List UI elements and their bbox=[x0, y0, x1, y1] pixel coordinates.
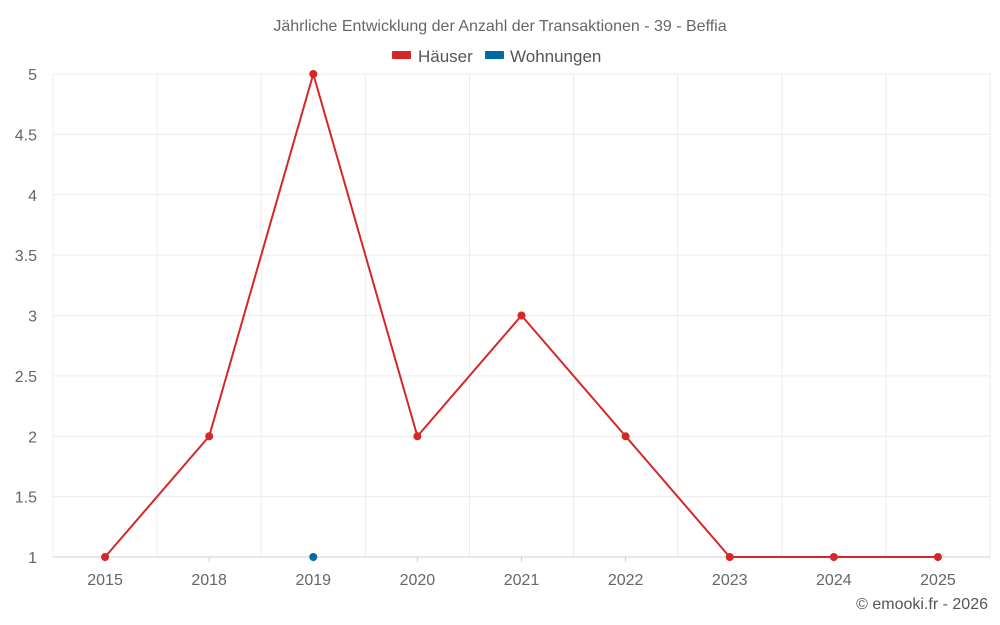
x-tick-label: 2019 bbox=[295, 572, 331, 589]
y-tick-label: 2.5 bbox=[15, 369, 37, 386]
data-point-apartments[interactable] bbox=[309, 553, 318, 561]
data-point-houses[interactable] bbox=[101, 553, 110, 561]
x-tick-label: 2022 bbox=[608, 572, 644, 589]
credit-text: © emooki.fr - 2026 bbox=[856, 596, 988, 613]
data-point-houses[interactable] bbox=[621, 432, 630, 441]
axes: 1 1.5 2 2.5 3 3.5 4 4.5 5 2015 2018 2019 2020 2021 202… bbox=[15, 67, 990, 589]
legend-label-houses: Häuser bbox=[418, 47, 473, 66]
data-point-houses[interactable] bbox=[309, 70, 318, 78]
chart-title: Jährliche Entwicklung der Anzahl der Tra… bbox=[273, 18, 726, 35]
x-tick-label: 2018 bbox=[191, 572, 227, 589]
y-tick-label: 5 bbox=[28, 67, 37, 84]
x-tick-label: 2015 bbox=[87, 572, 123, 589]
x-tick-label: 2023 bbox=[712, 572, 748, 589]
y-tick-label: 4 bbox=[28, 188, 37, 205]
data-point-houses[interactable] bbox=[413, 432, 422, 441]
data-point-houses[interactable] bbox=[725, 553, 734, 561]
legend-swatch-apartments bbox=[485, 51, 504, 59]
legend-swatch-houses bbox=[392, 51, 411, 59]
x-tick-label: 2021 bbox=[504, 572, 540, 589]
data-point-houses[interactable] bbox=[933, 553, 942, 561]
data-point-houses[interactable] bbox=[829, 553, 838, 561]
data-point-houses[interactable] bbox=[205, 432, 214, 441]
x-tick-label: 2020 bbox=[400, 572, 436, 589]
legend-item-houses[interactable]: Häuser bbox=[392, 47, 473, 66]
y-tick-label: 1.5 bbox=[15, 490, 37, 507]
y-tick-label: 3 bbox=[28, 309, 37, 326]
y-tick-label: 1 bbox=[28, 550, 37, 567]
plot-area bbox=[101, 70, 942, 561]
y-tick-label: 3.5 bbox=[15, 248, 37, 265]
legend-label-apartments: Wohnungen bbox=[510, 47, 601, 66]
x-tick-label: 2024 bbox=[816, 572, 852, 589]
y-tick-label: 4.5 bbox=[15, 127, 37, 144]
legend: Häuser Wohnungen bbox=[392, 47, 601, 66]
legend-item-apartments[interactable]: Wohnungen bbox=[485, 47, 601, 66]
y-tick-label: 2 bbox=[28, 429, 37, 446]
x-tick-label: 2025 bbox=[920, 572, 956, 589]
data-point-houses[interactable] bbox=[517, 311, 526, 320]
